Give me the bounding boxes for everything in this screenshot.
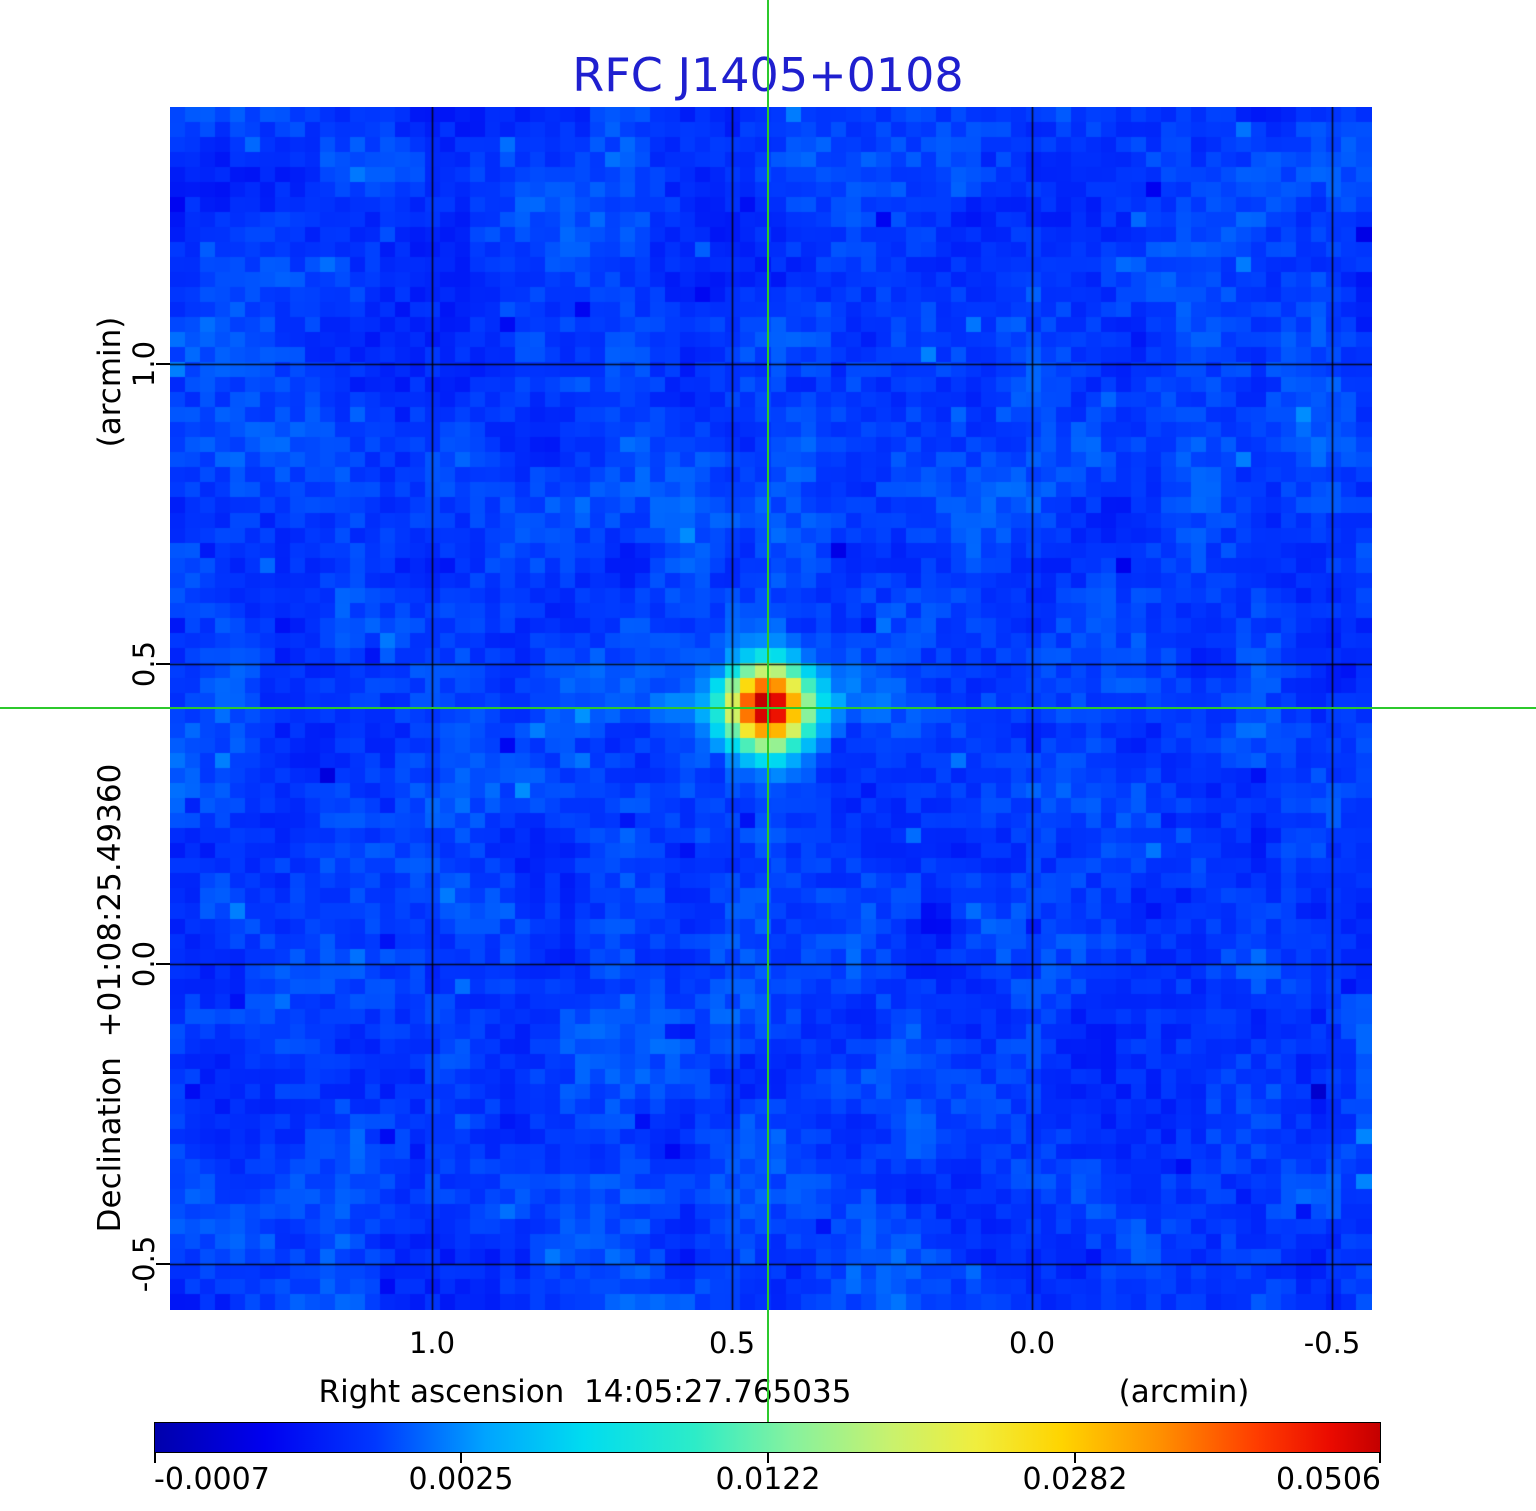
y-axis-tick-mark	[156, 1263, 170, 1265]
x-axis-label: Right ascension 14:05:27.765035	[318, 1374, 852, 1410]
y-axis-label: Declination +01:08:25.49360	[92, 763, 128, 1233]
colorbar-tick-label: 0.0282	[1022, 1462, 1128, 1497]
crosshair-vertical-line	[767, 0, 769, 1422]
colorbar-tick-mark	[1379, 1453, 1381, 1463]
colorbar-tick-mark	[154, 1453, 156, 1463]
x-tick-label: 1.0	[408, 1326, 456, 1360]
x-tick-label: 0.0	[1008, 1326, 1056, 1360]
colorbar-tick-mark	[1074, 1453, 1076, 1463]
colorbar-tick-mark	[460, 1453, 462, 1463]
x-axis-unit: (arcmin)	[1118, 1374, 1250, 1410]
colorbar-tick-label: -0.0007	[154, 1462, 270, 1497]
y-axis-tick-mark	[156, 963, 170, 965]
y-axis-tick-mark	[156, 663, 170, 665]
x-tick-label: -0.5	[1303, 1326, 1361, 1360]
colorbar	[154, 1422, 1381, 1453]
colorbar-tick-label: 0.0122	[715, 1462, 821, 1497]
y-axis-tick-mark	[156, 363, 170, 365]
colorbar-tick-label: 0.0506	[1276, 1462, 1381, 1497]
crosshair-horizontal-line	[0, 707, 1536, 709]
x-tick-label: 0.5	[708, 1326, 756, 1360]
y-axis-unit: (arcmin)	[92, 316, 128, 448]
colorbar-tick-mark	[767, 1453, 769, 1463]
colorbar-tick-label: 0.0025	[408, 1462, 514, 1497]
